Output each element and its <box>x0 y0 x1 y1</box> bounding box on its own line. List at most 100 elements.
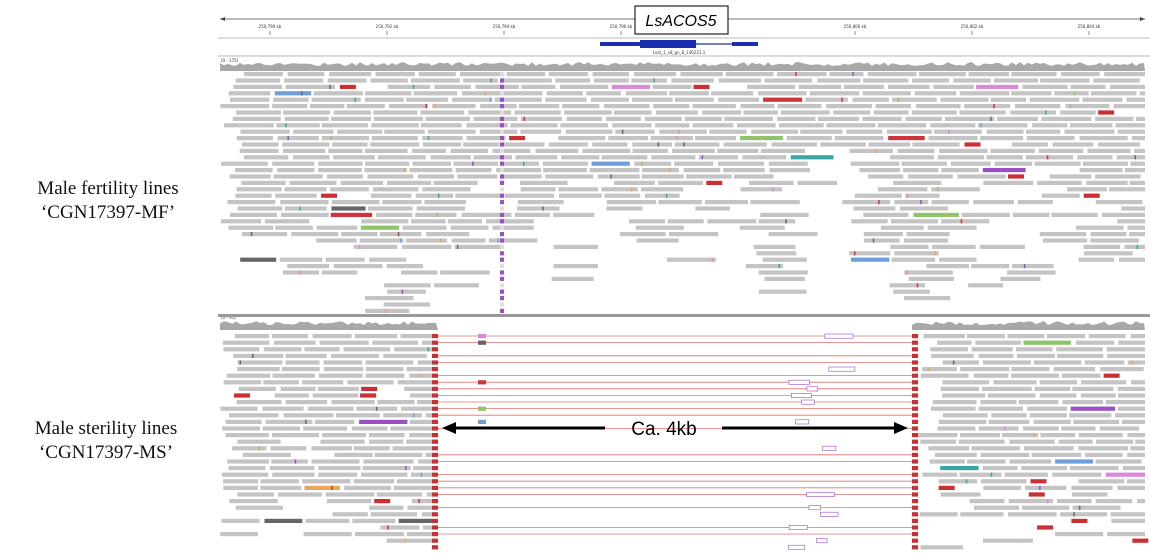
read <box>402 245 452 249</box>
read <box>230 213 277 217</box>
read <box>801 400 814 404</box>
variant-stack <box>500 226 504 230</box>
read <box>1027 407 1067 411</box>
read <box>939 258 976 262</box>
mismatch <box>641 162 643 166</box>
read <box>454 162 499 166</box>
read <box>711 91 753 95</box>
mismatch <box>898 98 900 102</box>
read <box>854 206 896 210</box>
split-end <box>912 545 918 549</box>
read <box>980 245 1025 249</box>
read <box>273 98 309 102</box>
read <box>789 380 809 384</box>
read <box>972 347 1013 351</box>
read <box>818 117 859 121</box>
read <box>329 72 371 76</box>
read <box>904 270 953 274</box>
read <box>486 219 534 223</box>
read <box>890 245 928 249</box>
read <box>227 459 269 463</box>
read <box>288 72 325 76</box>
read <box>741 187 783 191</box>
read <box>560 123 608 127</box>
read <box>851 162 900 166</box>
split-end <box>912 400 918 404</box>
read <box>893 290 930 294</box>
mismatch <box>398 232 400 236</box>
read <box>940 98 988 102</box>
read <box>637 238 679 242</box>
read <box>1079 433 1123 437</box>
variant-stack <box>500 270 504 274</box>
read <box>333 155 375 159</box>
split-end <box>432 473 438 477</box>
read <box>398 380 432 384</box>
read <box>941 219 989 223</box>
read <box>1069 413 1111 417</box>
read <box>789 545 805 549</box>
read <box>319 374 363 378</box>
mismatch <box>1039 486 1041 490</box>
read <box>876 104 911 108</box>
read <box>517 206 559 210</box>
read <box>271 459 308 463</box>
read <box>387 290 426 294</box>
read <box>372 341 418 345</box>
mismatch <box>418 374 420 378</box>
read <box>365 296 414 300</box>
variant-stack <box>500 168 504 172</box>
read <box>448 219 482 223</box>
read <box>237 136 273 140</box>
read <box>322 433 366 437</box>
split-end <box>912 407 918 411</box>
split-end <box>912 525 918 529</box>
read <box>761 149 805 153</box>
read <box>543 168 587 172</box>
read <box>363 466 411 470</box>
read <box>1007 270 1056 274</box>
read <box>874 110 909 114</box>
variant-stack <box>500 174 504 178</box>
read <box>409 433 432 437</box>
read <box>440 270 489 274</box>
read <box>314 91 363 95</box>
read <box>369 506 403 510</box>
read <box>413 162 452 166</box>
read <box>1114 104 1145 108</box>
read <box>586 91 621 95</box>
read <box>817 78 860 82</box>
read <box>675 142 720 146</box>
read <box>888 85 930 89</box>
read <box>328 78 367 82</box>
read <box>632 98 673 102</box>
read <box>418 459 432 463</box>
read <box>452 98 492 102</box>
split-end <box>432 440 438 444</box>
read <box>369 433 405 437</box>
read <box>413 466 432 470</box>
read <box>1043 238 1087 242</box>
read <box>1072 387 1113 391</box>
read <box>567 117 603 121</box>
mismatch <box>524 117 526 121</box>
read <box>708 219 757 223</box>
read <box>434 85 471 89</box>
read <box>270 446 306 450</box>
read <box>598 174 640 178</box>
read <box>1073 420 1119 424</box>
read <box>549 142 588 146</box>
read <box>281 213 329 217</box>
read <box>920 440 956 444</box>
read <box>1095 117 1133 121</box>
read <box>545 98 586 102</box>
read <box>592 142 627 146</box>
read <box>276 123 319 127</box>
variant-stack <box>500 149 504 153</box>
read <box>592 162 630 166</box>
read <box>337 130 382 134</box>
read <box>331 117 371 121</box>
read <box>377 400 414 404</box>
read <box>669 91 709 95</box>
read <box>503 78 552 82</box>
